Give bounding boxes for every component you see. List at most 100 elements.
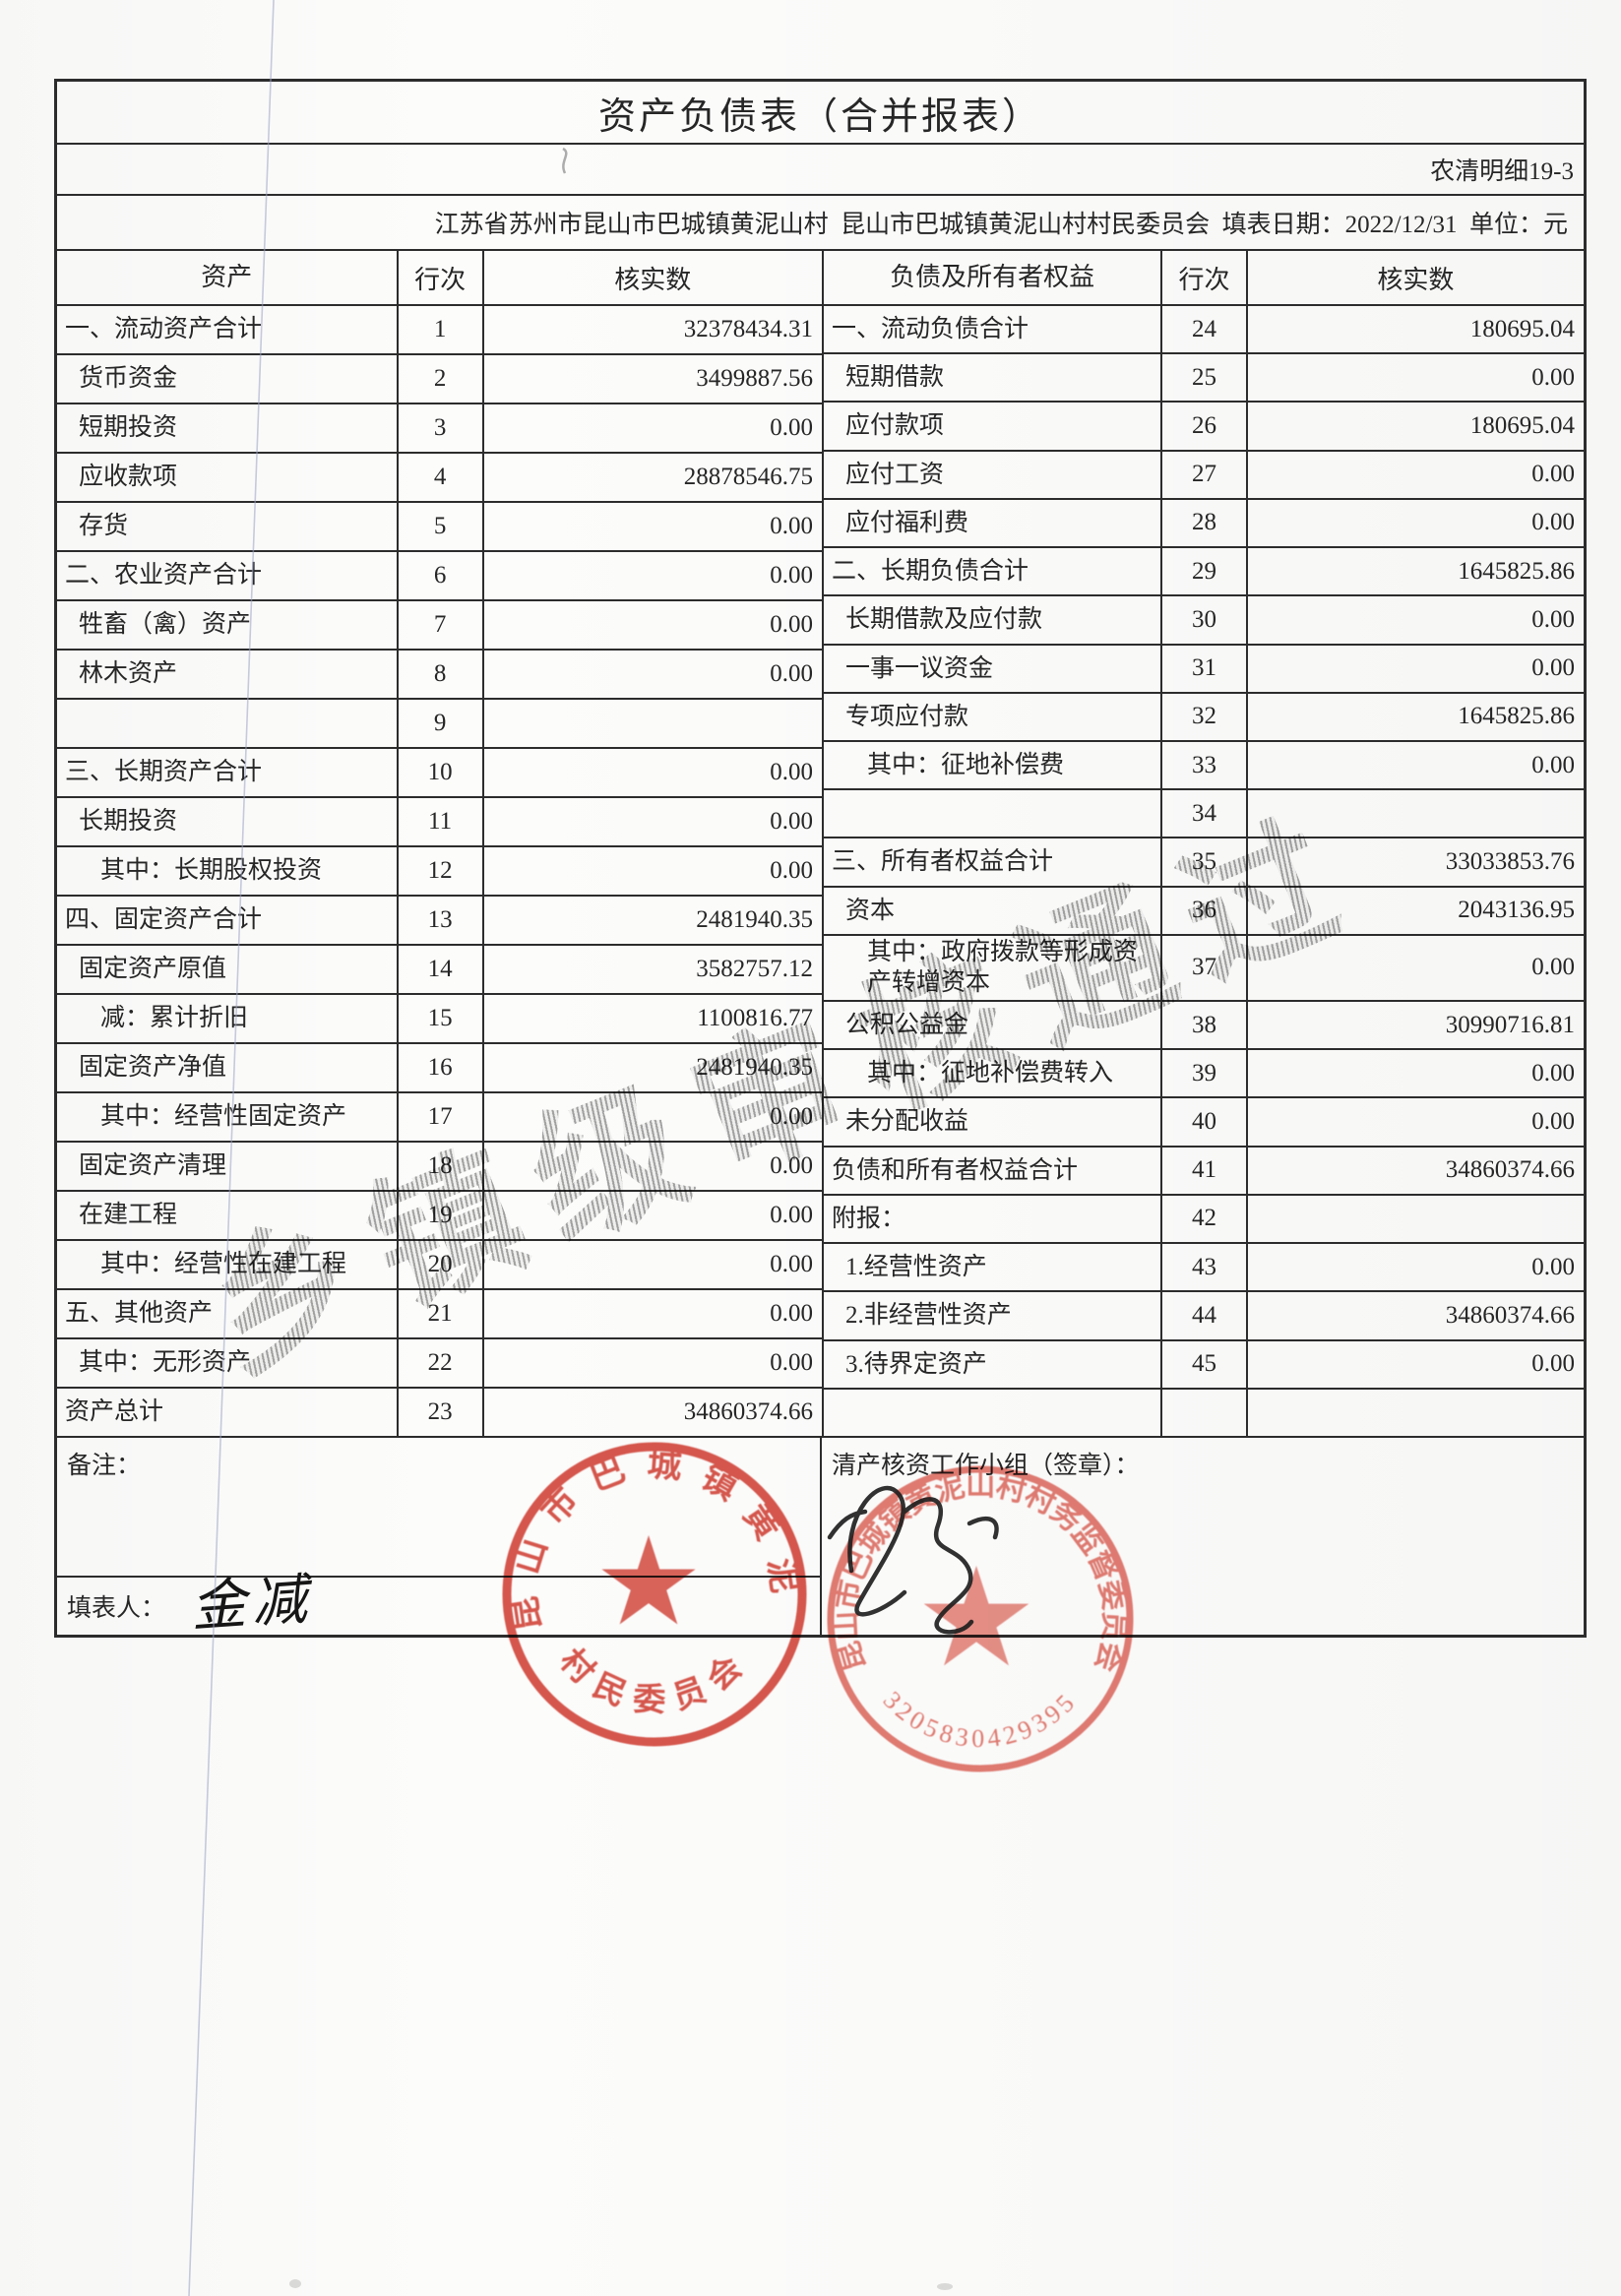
- row-value: 2481940.35: [696, 1054, 814, 1081]
- table-row: 四、固定资产合计 13 2481940.35: [57, 897, 823, 946]
- row-line-number: 8: [399, 651, 484, 698]
- table-row: 五、其他资产 21 0.00: [57, 1290, 823, 1339]
- table-row: 专项应付款 32 1645825.86: [824, 693, 1584, 742]
- table-row: 3.待界定资产 45 0.00: [824, 1340, 1584, 1390]
- table-row: 一事一议资金 31 0.00: [824, 645, 1584, 694]
- row-label: 附报：: [824, 1195, 1163, 1243]
- assets-rows: 一、流动资产合计 1 32378434.31 货币资金 2 3499887.56…: [57, 306, 823, 1436]
- row-line-number: 22: [399, 1339, 484, 1387]
- pen-mark-artifact: [562, 147, 568, 174]
- row-label: 资产总计: [57, 1389, 399, 1436]
- table-row: 长期借款及应付款 30 0.00: [824, 596, 1584, 646]
- table-row: 在建工程 19 0.00: [57, 1192, 823, 1241]
- row-line-number: 4: [399, 454, 484, 501]
- row-value: 2481940.35: [696, 906, 814, 933]
- row-label: 二、农业资产合计: [57, 552, 399, 599]
- row-line-number: 3: [399, 404, 484, 452]
- row-label: 2.非经营性资产: [824, 1292, 1163, 1339]
- row-label: 固定资产净值: [57, 1044, 399, 1091]
- row-label: 1.经营性资产: [824, 1244, 1163, 1291]
- table-row: 存货 5 0.00: [57, 503, 823, 552]
- preparer-cell: 填表人： 金减: [57, 1569, 820, 1638]
- row-line-number: 5: [399, 503, 484, 550]
- table-row: 其中：经营性固定资产 17 0.00: [57, 1093, 823, 1143]
- scan-artifact: [289, 2279, 301, 2288]
- row-line-number: 21: [399, 1290, 484, 1337]
- table-row: 资产总计 23 34860374.66: [57, 1389, 822, 1436]
- svg-text:3205830429395: 3205830429395: [878, 1686, 1082, 1753]
- row-label: 3.待界定资产: [824, 1340, 1163, 1388]
- row-label: 存货: [57, 503, 399, 550]
- table-row: 应付工资 27 0.00: [824, 451, 1584, 500]
- table-row: 一、流动负债合计 24 180695.04: [824, 306, 1584, 355]
- row-label: 固定资产清理: [57, 1143, 399, 1190]
- row-line-number: 16: [399, 1044, 484, 1091]
- row-label: 一事一议资金: [824, 645, 1163, 692]
- row-value: 0.00: [1531, 751, 1575, 778]
- table-row: 9: [57, 700, 823, 749]
- seal-bottom-text: 村民委员会: [553, 1643, 749, 1719]
- table-row: 三、所有者权益合计 35 33033853.76: [824, 838, 1584, 888]
- row-label: 应付款项: [824, 403, 1163, 450]
- row-line-number: 7: [399, 601, 484, 649]
- row-value: 180695.04: [1469, 412, 1575, 440]
- liabilities-rows: 一、流动负债合计 24 180695.04 短期借款 25 0.00 应付款项 …: [824, 306, 1584, 1436]
- row-line-number: 25: [1162, 354, 1248, 402]
- row-line-number: 43: [1162, 1244, 1248, 1291]
- svg-text:村民委员会: 村民委员会: [553, 1643, 749, 1719]
- table-row: 负债和所有者权益合计 41 34860374.66: [824, 1147, 1584, 1196]
- page-title: 资产负债表（合并报表）: [57, 82, 1584, 145]
- column-header-line-no: 行次: [1162, 251, 1248, 304]
- row-label: 在建工程: [57, 1192, 399, 1239]
- workgroup-cell: 清产核资工作小组（签章）：: [822, 1438, 1584, 1635]
- row-value: 0.00: [1531, 1253, 1575, 1280]
- table-body: 资产 行次 核实数 一、流动资产合计 1 32378434.31 货币资金 2 …: [57, 251, 1584, 1438]
- row-value: 0.00: [770, 1152, 814, 1179]
- row-value: 0.00: [770, 660, 814, 687]
- row-label: 其中：征地补偿费: [824, 741, 1163, 789]
- liabilities-header-row: 负债及所有者权益 行次 核实数: [824, 251, 1584, 306]
- table-row: 其中：征地补偿费 33 0.00: [824, 741, 1584, 791]
- row-line-number: 18: [399, 1143, 484, 1190]
- row-value: 0.00: [770, 1300, 814, 1327]
- table-row: 资本 36 2043136.95: [824, 887, 1584, 936]
- row-line-number: 30: [1162, 596, 1248, 644]
- table-row: [824, 1389, 1584, 1436]
- row-line-number: 33: [1162, 741, 1248, 789]
- row-value: 0.00: [1531, 605, 1575, 633]
- row-label: 三、长期资产合计: [57, 749, 399, 796]
- table-row: 公积公益金 38 30990716.81: [824, 1002, 1584, 1051]
- table-row: 长期投资 11 0.00: [57, 798, 823, 847]
- row-value: 1100816.77: [697, 1005, 814, 1031]
- row-value: 34860374.66: [1445, 1301, 1575, 1329]
- row-label: 三、所有者权益合计: [824, 838, 1163, 886]
- row-value: 0.00: [1531, 654, 1575, 682]
- row-line-number: 32: [1162, 693, 1248, 740]
- row-label: 负债和所有者权益合计: [824, 1147, 1163, 1194]
- table-row: 其中：长期股权投资 12 0.00: [57, 847, 823, 897]
- table-footer: 备注： 填表人： 金减 清产核资工作小组（签章）：: [57, 1438, 1584, 1639]
- assets-header-row: 资产 行次 核实数: [57, 251, 823, 306]
- row-line-number: 14: [399, 946, 484, 993]
- table-row: 1.经营性资产 43 0.00: [824, 1244, 1584, 1293]
- row-value: 0.00: [1531, 363, 1575, 391]
- liabilities-section: 负债及所有者权益 行次 核实数 一、流动负债合计 24 180695.04 短期…: [824, 251, 1584, 1436]
- seal-number: 3205830429395: [878, 1686, 1079, 1753]
- row-line-number: 41: [1162, 1147, 1248, 1194]
- row-value: 0.00: [1531, 954, 1575, 981]
- row-label: 长期借款及应付款: [824, 596, 1163, 644]
- table-row: 林木资产 8 0.00: [57, 651, 823, 700]
- row-value: 180695.04: [1469, 315, 1575, 342]
- preparer-signature: 金减: [188, 1569, 315, 1639]
- row-label: 其中：政府拨款等形成资产转增资本: [824, 935, 1163, 1000]
- row-line-number: 26: [1162, 403, 1248, 450]
- row-value: 0.00: [770, 611, 814, 638]
- row-label: 一、流动负债合计: [824, 306, 1163, 353]
- table-row: 未分配收益 40 0.00: [824, 1098, 1584, 1148]
- row-value: [484, 700, 822, 747]
- table-row: 固定资产原值 14 3582757.12: [57, 946, 823, 995]
- table-row: 其中：无形资产 22 0.00: [57, 1339, 823, 1389]
- table-row: 减：累计折旧 15 1100816.77: [57, 995, 823, 1044]
- row-line-number: 2: [399, 355, 484, 403]
- row-value: 34860374.66: [1445, 1156, 1575, 1184]
